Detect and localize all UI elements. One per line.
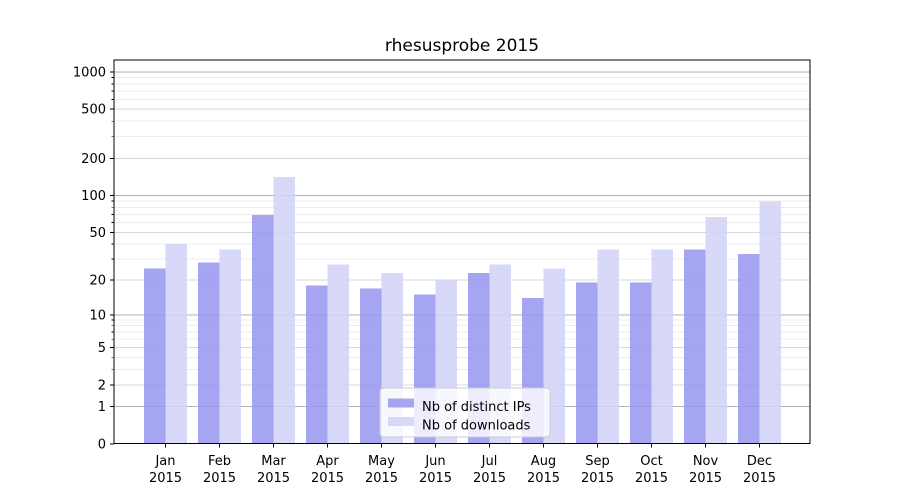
bar-distinct-ips-nov <box>683 249 706 444</box>
x-tick-label-jun: Jun 2015 <box>419 454 452 486</box>
bar-distinct-ips-may <box>359 288 382 444</box>
chart-title: rhesusprobe 2015 <box>385 36 539 56</box>
bar-distinct-ips-sep <box>575 282 598 444</box>
x-tick-label-mar: Mar 2015 <box>257 454 290 486</box>
x-tick-label-oct: Oct 2015 <box>635 454 668 486</box>
x-tick-label-aug: Aug 2015 <box>527 454 560 486</box>
bar-downloads-sep <box>597 249 620 444</box>
legend-label-downloads: Nb of downloads <box>422 419 531 434</box>
y-tick-label-10: 10 <box>89 308 106 323</box>
x-tick-label-sep: Sep 2015 <box>581 454 614 486</box>
bar-distinct-ips-dec <box>737 254 760 444</box>
legend-swatch-downloads <box>388 417 414 426</box>
y-tick-label-2: 2 <box>98 378 106 393</box>
bar-downloads-apr <box>327 264 350 444</box>
x-tick-label-may: May 2015 <box>365 454 398 486</box>
legend-label-distinct-ips: Nb of distinct IPs <box>422 400 531 415</box>
bar-downloads-mar <box>273 177 296 444</box>
legend-swatch-distinct-ips <box>388 398 414 408</box>
bar-distinct-ips-mar <box>251 215 274 444</box>
y-tick-label-1: 1 <box>98 400 106 415</box>
tick-labels: 0 1 2 5 10 20 50 100 200 500 1000 Jan 2015 Feb 2015 Mar… <box>73 65 776 486</box>
x-tick-label-nov: Nov 2015 <box>689 454 722 486</box>
bar-downloads-nov <box>705 216 728 444</box>
plot-border <box>113 59 811 444</box>
x-tick-label-dec: Dec 2015 <box>743 454 776 486</box>
bar-distinct-ips-apr <box>305 285 328 444</box>
y-tick-label-5: 5 <box>98 341 106 356</box>
y-tick-label-0: 0 <box>98 438 106 453</box>
bar-distinct-ips-oct <box>629 282 652 444</box>
bar-downloads-feb <box>219 249 242 444</box>
y-tick-label-500: 500 <box>81 103 106 118</box>
bar-downloads-oct <box>651 249 674 444</box>
x-tick-label-apr: Apr 2015 <box>311 454 344 486</box>
legend: Nb of distinct IPs Nb of downloads <box>379 387 551 438</box>
y-tick-label-20: 20 <box>89 274 106 289</box>
y-tick-label-50: 50 <box>89 226 106 241</box>
legend-box <box>379 387 551 438</box>
x-tick-label-feb: Feb 2015 <box>203 454 236 486</box>
y-tick-label-1000: 1000 <box>73 65 106 80</box>
bar-distinct-ips-feb <box>197 262 220 444</box>
bar-downloads-jan <box>165 244 188 444</box>
y-tick-label-200: 200 <box>81 152 106 167</box>
axes <box>110 59 811 448</box>
x-tick-label-jan: Jan 2015 <box>149 454 182 486</box>
y-tick-label-100: 100 <box>81 189 106 204</box>
x-tick-label-jul: Jul 2015 <box>473 454 506 486</box>
bar-downloads-dec <box>759 201 782 444</box>
bar-distinct-ips-jan <box>143 268 166 444</box>
